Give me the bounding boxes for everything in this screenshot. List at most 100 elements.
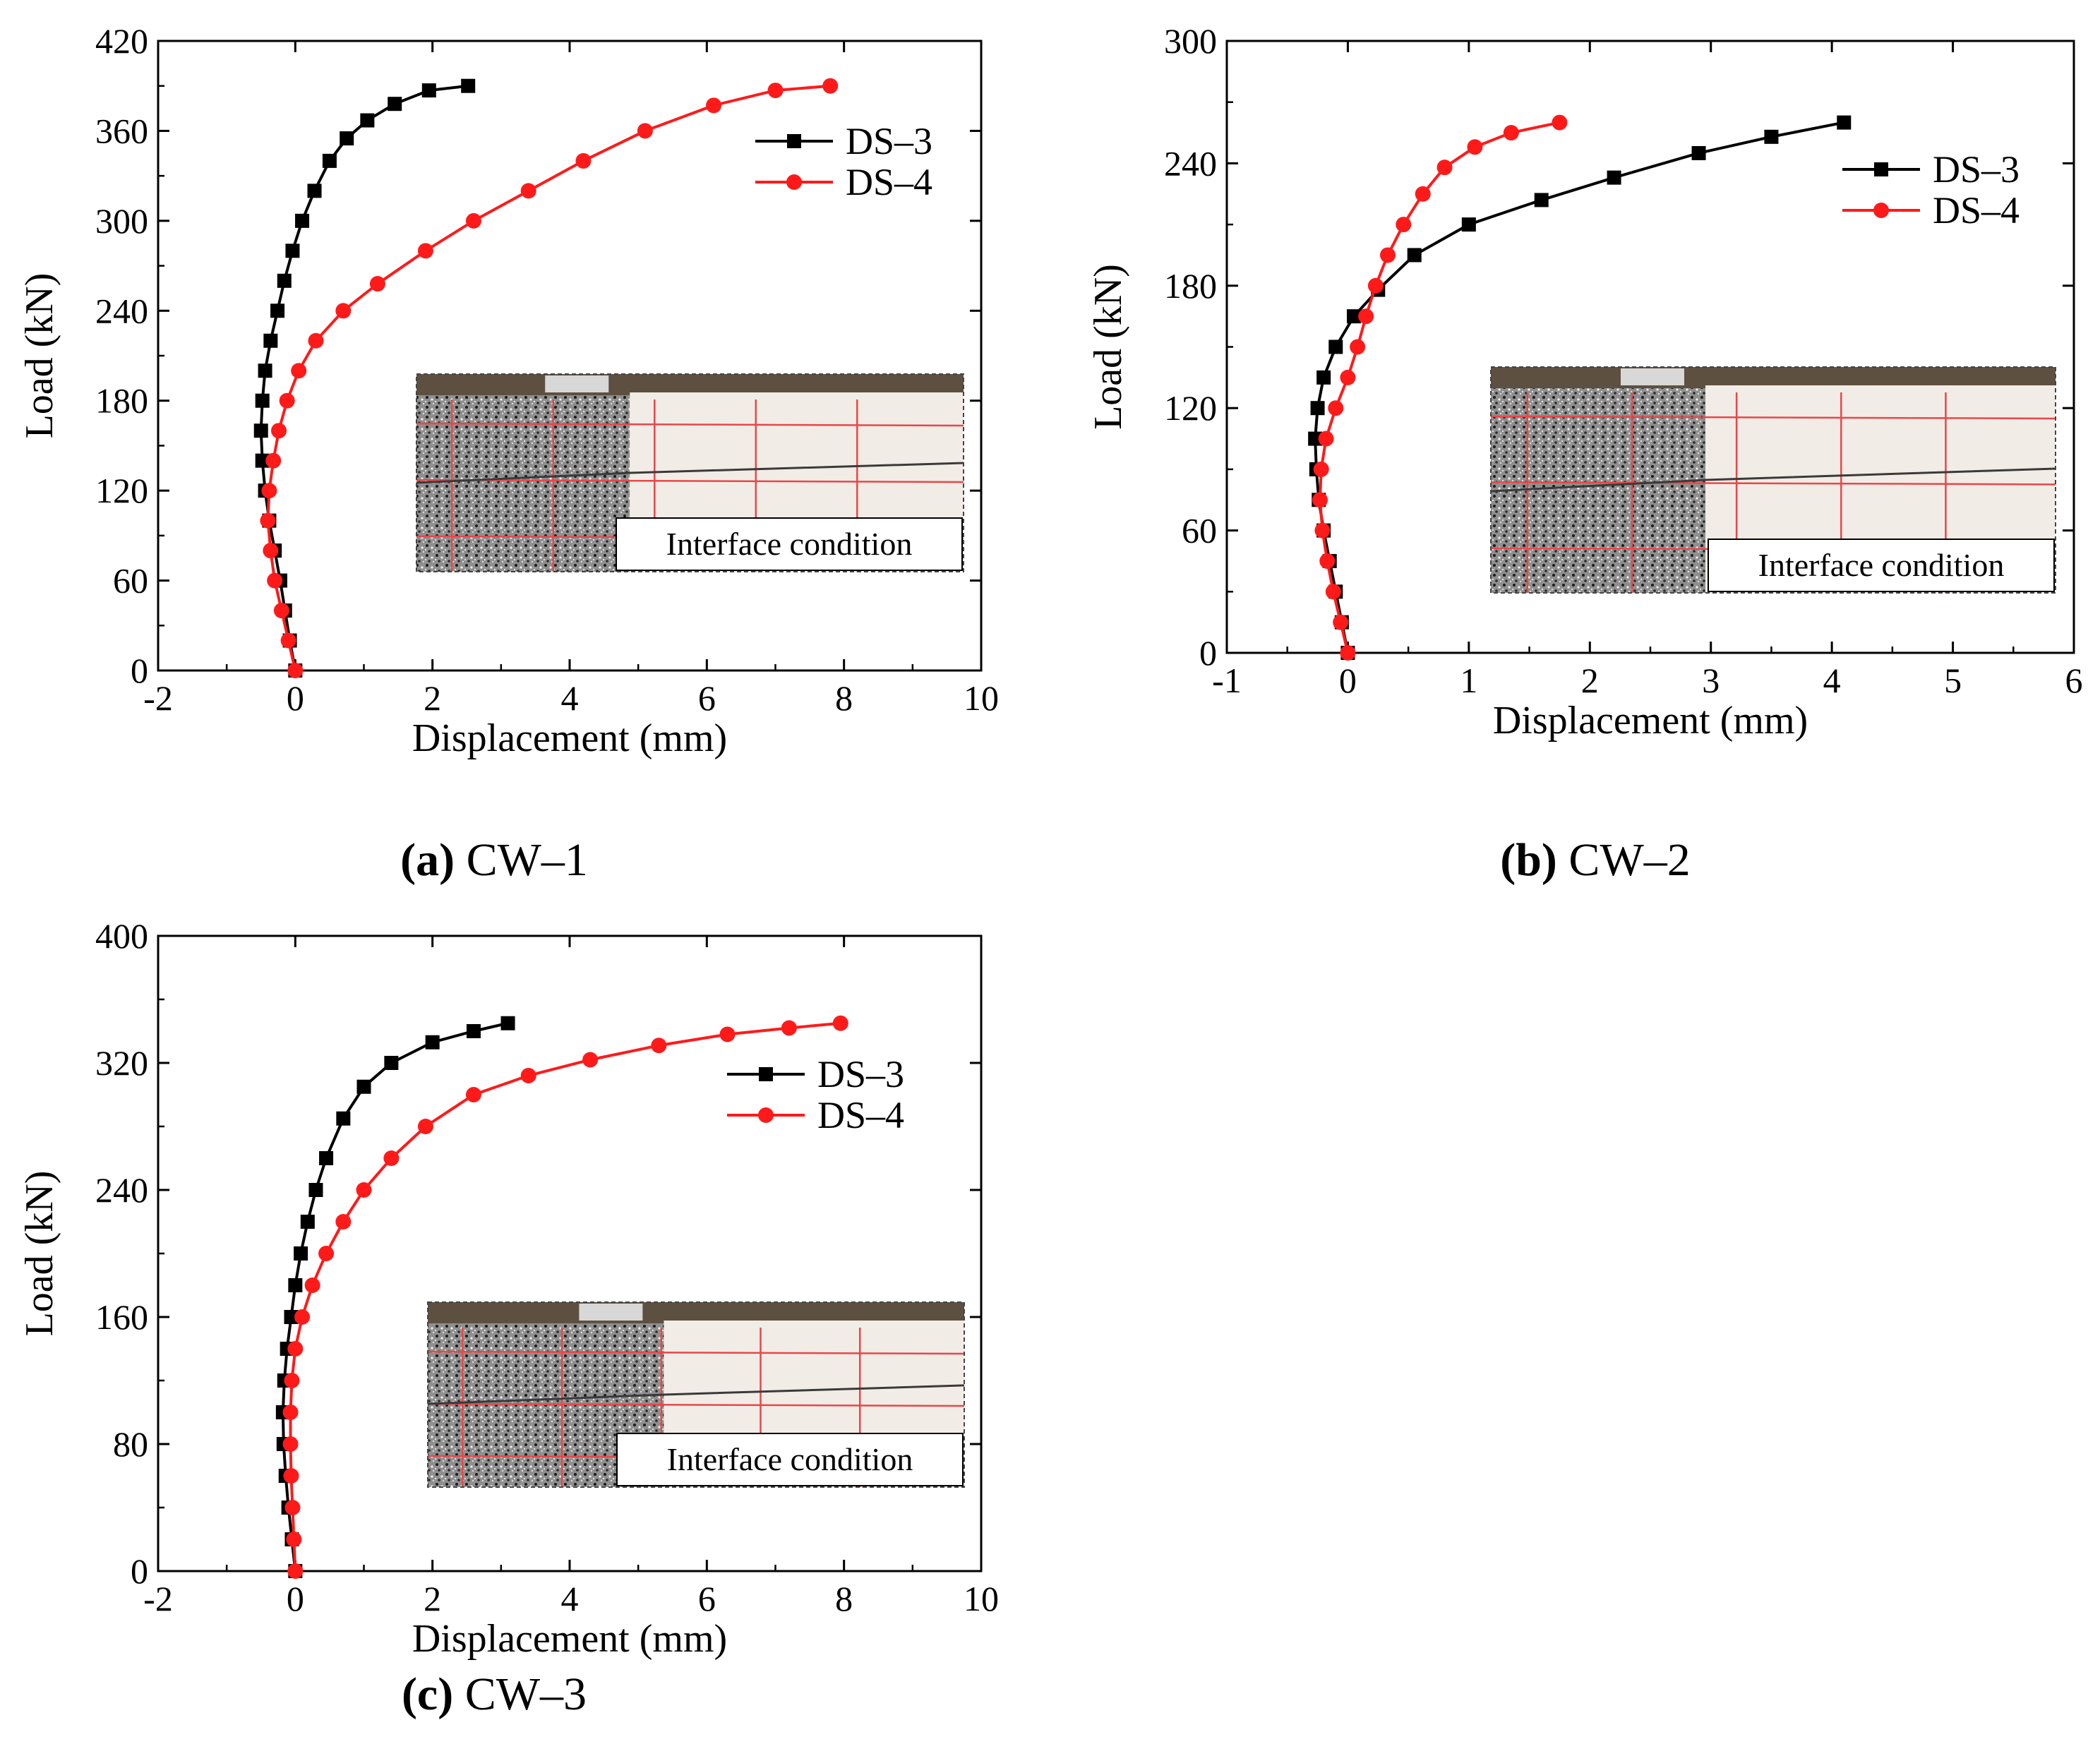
- data-point: [286, 1532, 302, 1547]
- inset-label-box: [616, 1433, 964, 1486]
- photo-loading-plate: [545, 375, 609, 392]
- data-point: [520, 1068, 536, 1083]
- data-point: [258, 363, 272, 378]
- data-point: [265, 452, 282, 469]
- data-point: [288, 1278, 303, 1292]
- series-line: [289, 1021, 841, 1572]
- caption-letter: (c): [402, 1668, 453, 1720]
- y-tick-label: 80: [113, 1424, 148, 1464]
- data-point: [263, 333, 278, 348]
- data-point: [294, 1246, 308, 1261]
- x-tick-label: 10: [964, 1579, 999, 1618]
- data-point: [1314, 522, 1331, 539]
- caption-text: CW–1: [455, 834, 588, 886]
- x-tick-label: 0: [1339, 661, 1357, 700]
- photo-crack-line: [427, 1384, 965, 1405]
- inset-label: Interface condition: [666, 526, 913, 562]
- data-point: [283, 1468, 299, 1484]
- y-tick-label: 420: [95, 21, 148, 61]
- data-point: [520, 183, 536, 199]
- data-point: [388, 97, 402, 112]
- series-ds4: [1312, 114, 1568, 661]
- x-tick-label: 8: [835, 1579, 853, 1618]
- inset-label: Interface condition: [1758, 547, 2005, 583]
- data-point: [295, 213, 310, 228]
- data-point: [263, 543, 279, 559]
- data-point: [1396, 217, 1412, 233]
- inset-label: Interface condition: [667, 1441, 913, 1477]
- data-point: [1340, 369, 1356, 385]
- y-tick-label: 400: [95, 916, 148, 956]
- x-tick-label: 4: [561, 678, 579, 718]
- data-point: [1313, 461, 1329, 477]
- data-point: [417, 1119, 433, 1134]
- data-point: [1316, 370, 1331, 385]
- data-point: [318, 1246, 335, 1261]
- data-point: [582, 1052, 599, 1068]
- data-point: [1764, 129, 1779, 144]
- data-point: [285, 243, 300, 258]
- data-point: [261, 483, 277, 499]
- data-point: [465, 1087, 481, 1102]
- data-point: [500, 1016, 515, 1030]
- photo-grid-line: [427, 1350, 965, 1355]
- series-line: [281, 1021, 509, 1572]
- y-tick-label: 0: [1199, 633, 1217, 673]
- y-axis-title: Load (kN): [18, 1171, 61, 1337]
- y-tick-label: 320: [95, 1043, 148, 1083]
- data-point: [308, 1183, 323, 1197]
- data-point: [284, 1373, 300, 1388]
- x-tick-label: -2: [143, 1579, 173, 1618]
- data-point: [417, 243, 433, 259]
- data-point: [304, 1277, 320, 1293]
- x-tick-label: 8: [835, 678, 853, 718]
- legend: DS–3DS–4: [755, 120, 932, 203]
- x-tick-label: 3: [1702, 661, 1720, 700]
- legend-label: DS–3: [817, 1053, 904, 1095]
- data-point: [1312, 492, 1328, 508]
- y-tick-label: 180: [95, 381, 148, 421]
- data-point: [356, 1182, 372, 1198]
- y-tick-label: 240: [95, 291, 148, 330]
- data-point: [270, 303, 285, 318]
- data-point: [1415, 186, 1431, 202]
- data-point: [706, 97, 722, 114]
- series-line: [266, 84, 831, 671]
- data-point: [273, 603, 289, 619]
- photo-speckled-block: [416, 395, 630, 572]
- data-point: [280, 632, 296, 649]
- photo-crack-line: [416, 462, 964, 484]
- data-point: [360, 113, 375, 128]
- photo-border: [416, 373, 964, 572]
- data-point: [300, 1215, 315, 1229]
- data-point: [1837, 115, 1852, 130]
- data-point: [294, 1309, 311, 1325]
- x-tick-label: 2: [424, 678, 441, 718]
- data-point: [260, 512, 276, 529]
- data-point: [1691, 145, 1706, 160]
- legend-label: DS–3: [1933, 148, 2020, 191]
- data-point: [307, 184, 322, 198]
- data-point: [767, 83, 784, 99]
- data-point: [781, 1020, 797, 1036]
- data-point: [271, 423, 287, 439]
- photo-grid-line: [1490, 481, 2056, 486]
- data-point: [759, 1067, 773, 1081]
- y-tick-label: 180: [1164, 266, 1217, 306]
- y-tick-label: 300: [95, 201, 148, 241]
- y-tick-label: 360: [95, 111, 148, 150]
- photo-crack-line: [1490, 467, 2056, 493]
- x-tick-label: -1: [1212, 661, 1242, 700]
- x-tick-label: 5: [1944, 661, 1962, 700]
- inset-label-box: [1708, 539, 2055, 592]
- y-tick-label: 160: [95, 1297, 148, 1337]
- specimen-photo-inset: Interface condition: [416, 373, 964, 572]
- data-point: [291, 363, 307, 379]
- photo-border: [427, 1301, 965, 1488]
- data-point: [651, 1038, 667, 1054]
- data-point: [1534, 193, 1549, 208]
- x-tick-label: 4: [561, 1579, 579, 1618]
- caption-text: CW–3: [453, 1668, 587, 1720]
- x-tick-label: 2: [1581, 661, 1599, 700]
- legend: DS–3DS–4: [1842, 148, 2020, 231]
